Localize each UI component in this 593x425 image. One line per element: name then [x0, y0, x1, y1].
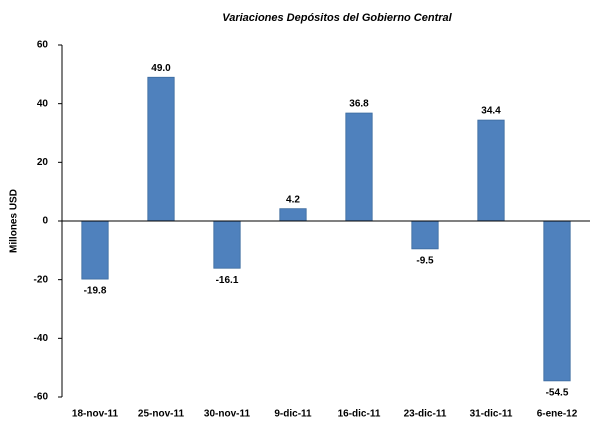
data-label: 4.2	[286, 194, 300, 205]
bar	[345, 112, 373, 222]
bar	[213, 220, 241, 269]
data-label: -16.1	[216, 275, 239, 286]
x-tick-label: 23-dic-11	[404, 409, 447, 420]
data-label: 34.4	[481, 106, 501, 117]
data-label: -19.8	[84, 286, 107, 297]
data-label: -54.5	[546, 388, 569, 399]
bar	[411, 220, 439, 250]
y-tick-label: -60	[34, 392, 49, 403]
y-tick-label: 20	[37, 157, 49, 168]
bar	[81, 220, 109, 280]
x-tick-label: 16-dic-11	[338, 409, 381, 420]
x-tick-label: 9-dic-11	[274, 409, 312, 420]
bar	[477, 119, 505, 222]
chart-title: Variaciones Depósitos del Gobierno Centr…	[222, 12, 452, 24]
y-tick-label: -40	[34, 333, 49, 344]
x-tick-label: 30-nov-11	[204, 409, 251, 420]
bar	[543, 220, 571, 382]
x-tick-label: 6-ene-12	[537, 409, 578, 420]
bar	[147, 76, 175, 222]
data-label: 36.8	[349, 99, 369, 110]
data-label: 49.0	[151, 63, 171, 74]
y-tick-label: -20	[34, 274, 49, 285]
y-axis-label: Millones USD	[9, 189, 20, 253]
data-label: -9.5	[416, 256, 434, 267]
y-tick-label: 60	[37, 40, 49, 51]
x-tick-label: 25-nov-11	[138, 409, 185, 420]
y-tick-label: 0	[42, 216, 48, 227]
bar	[279, 208, 307, 222]
x-tick-label: 31-dic-11	[470, 409, 513, 420]
x-tick-label: 18-nov-11	[72, 409, 119, 420]
y-tick-label: 40	[37, 98, 49, 109]
